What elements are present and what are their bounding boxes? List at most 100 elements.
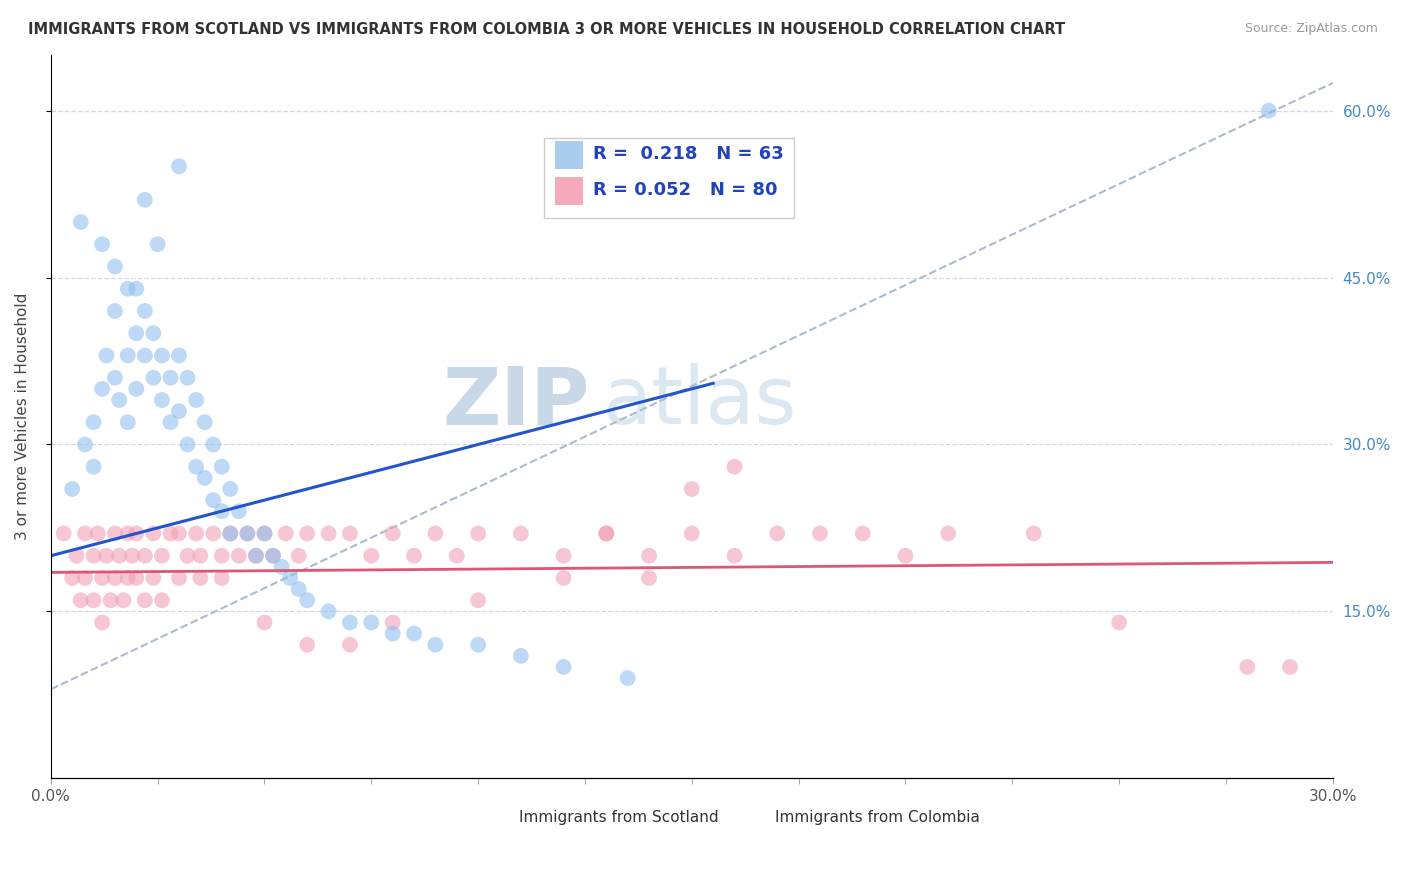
Point [467, 638, 489, 652]
Point [134, 349, 156, 363]
Point [253, 615, 276, 630]
Point [723, 459, 745, 474]
Point [202, 493, 225, 508]
Point [167, 160, 190, 174]
Point [236, 526, 259, 541]
Point [60, 571, 83, 585]
Point [402, 549, 425, 563]
Point [167, 571, 190, 585]
Point [83, 549, 105, 563]
Text: Immigrants from Colombia: Immigrants from Colombia [775, 811, 980, 825]
Point [278, 571, 301, 585]
FancyBboxPatch shape [737, 808, 769, 829]
Point [159, 370, 181, 384]
Point [100, 593, 122, 607]
Point [121, 549, 143, 563]
Point [381, 526, 404, 541]
Point [852, 526, 875, 541]
Point [553, 549, 575, 563]
Point [108, 549, 131, 563]
Point [117, 415, 139, 429]
Point [150, 349, 173, 363]
Point [595, 526, 617, 541]
Point [339, 526, 361, 541]
Point [65, 549, 87, 563]
Point [52, 526, 75, 541]
Point [219, 482, 242, 496]
Point [270, 559, 292, 574]
Point [425, 526, 447, 541]
Point [595, 526, 617, 541]
Point [125, 382, 148, 396]
Point [146, 237, 169, 252]
Point [553, 660, 575, 674]
Point [287, 582, 309, 596]
Point [245, 549, 267, 563]
Point [638, 571, 661, 585]
Point [60, 482, 83, 496]
Point [446, 549, 468, 563]
Point [381, 626, 404, 640]
Y-axis label: 3 or more Vehicles in Household: 3 or more Vehicles in Household [15, 293, 30, 541]
Point [253, 526, 276, 541]
Text: atlas: atlas [602, 363, 796, 442]
Point [167, 526, 190, 541]
Text: Immigrants from Scotland: Immigrants from Scotland [519, 811, 718, 825]
FancyBboxPatch shape [481, 808, 512, 829]
Point [150, 392, 173, 407]
Point [219, 526, 242, 541]
Point [91, 615, 114, 630]
Point [194, 471, 217, 485]
FancyBboxPatch shape [554, 178, 583, 205]
Point [318, 604, 340, 618]
Point [808, 526, 831, 541]
Point [184, 459, 207, 474]
Point [117, 526, 139, 541]
Text: R =  0.218   N = 63: R = 0.218 N = 63 [593, 145, 785, 163]
Point [219, 526, 242, 541]
FancyBboxPatch shape [544, 138, 794, 218]
Point [402, 626, 425, 640]
Point [159, 415, 181, 429]
Point [125, 526, 148, 541]
Point [339, 638, 361, 652]
Point [339, 615, 361, 630]
Point [723, 549, 745, 563]
Point [142, 526, 165, 541]
Point [318, 526, 340, 541]
Point [112, 593, 135, 607]
Point [125, 282, 148, 296]
Point [211, 571, 233, 585]
Point [104, 526, 127, 541]
Point [96, 549, 118, 563]
Point [190, 549, 212, 563]
Point [104, 304, 127, 318]
Point [184, 392, 207, 407]
Point [83, 459, 105, 474]
Point [467, 593, 489, 607]
Point [360, 615, 382, 630]
Point [1257, 103, 1279, 118]
Point [297, 526, 319, 541]
Point [125, 326, 148, 341]
Point [176, 370, 198, 384]
Point [104, 260, 127, 274]
Point [176, 437, 198, 451]
Point [236, 526, 259, 541]
Text: IMMIGRANTS FROM SCOTLAND VS IMMIGRANTS FROM COLOMBIA 3 OR MORE VEHICLES IN HOUSE: IMMIGRANTS FROM SCOTLAND VS IMMIGRANTS F… [28, 22, 1066, 37]
Point [253, 526, 276, 541]
Point [894, 549, 917, 563]
Point [681, 526, 703, 541]
Text: R = 0.052   N = 80: R = 0.052 N = 80 [593, 181, 778, 199]
Point [262, 549, 284, 563]
Point [91, 237, 114, 252]
Point [167, 404, 190, 418]
Point [104, 370, 127, 384]
Point [681, 482, 703, 496]
Point [211, 504, 233, 518]
Point [360, 549, 382, 563]
Point [73, 437, 96, 451]
Point [1236, 660, 1258, 674]
Point [202, 526, 225, 541]
Point [134, 304, 156, 318]
